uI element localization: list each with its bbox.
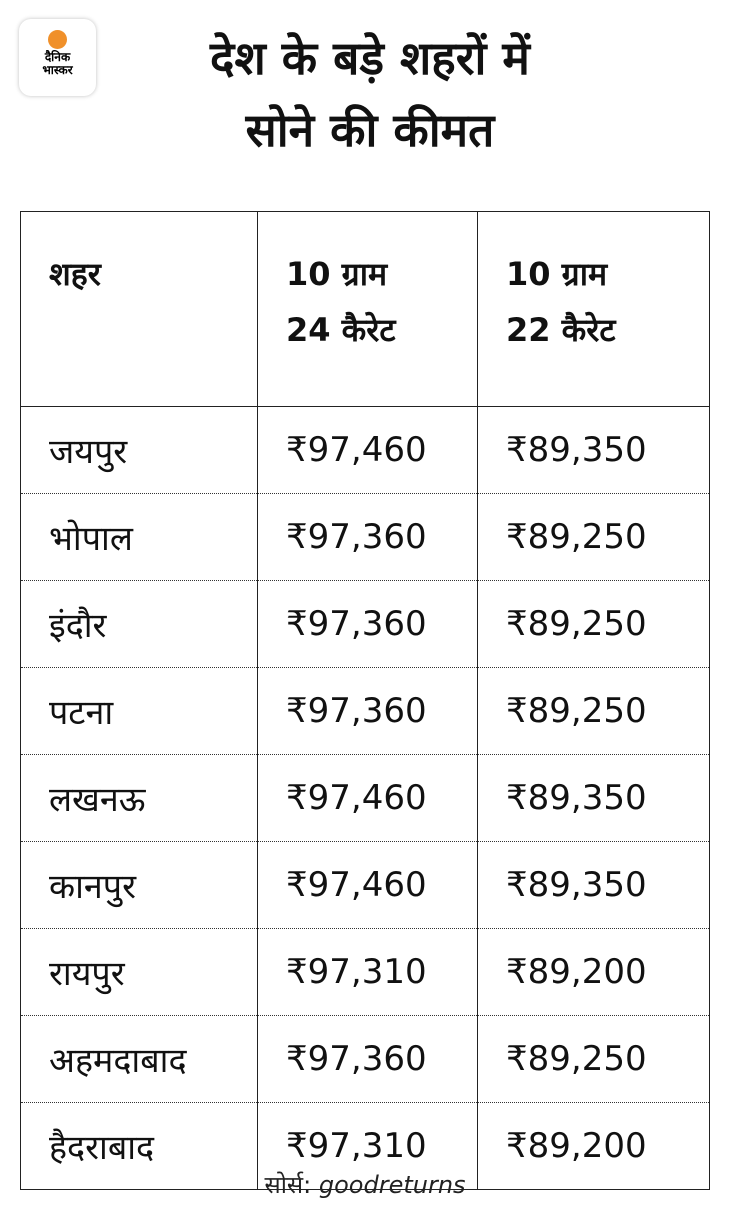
- city-cell: कानपुर: [20, 841, 258, 929]
- city-cell: भोपाल: [20, 493, 258, 581]
- source-label: सोर्स:: [264, 1171, 312, 1199]
- column-header-line1: 10 ग्राम: [286, 255, 388, 293]
- table-row: कानपुर ₹97,460 ₹89,350: [20, 841, 710, 929]
- city-cell: इंदौर: [20, 580, 258, 668]
- title-line2: सोने की कीमत: [245, 103, 495, 157]
- city-cell: पटना: [20, 667, 258, 755]
- column-header: 10 ग्राम 24 कैरेट: [257, 211, 478, 407]
- source-note: सोर्स: goodreturns: [0, 1168, 730, 1201]
- city-cell: रायपुर: [20, 928, 258, 1016]
- table-row: रायपुर ₹97,310 ₹89,200: [20, 928, 710, 1016]
- price-22k-cell: ₹89,350: [477, 406, 710, 494]
- price-24k-cell: ₹97,460: [257, 406, 478, 494]
- city-cell: हैदराबाद: [20, 1102, 258, 1190]
- title-line1: देश के बड़े शहरों में: [210, 31, 530, 85]
- price-24k-cell: ₹97,460: [257, 754, 478, 842]
- column-header-line2: 24 कैरेट: [286, 311, 396, 349]
- price-22k-cell: ₹89,250: [477, 667, 710, 755]
- price-24k-cell: ₹97,360: [257, 667, 478, 755]
- table-header-row: शहर 10 ग्राम 24 कैरेट 10 ग्राम 22 कैरेट: [20, 211, 710, 407]
- price-22k-cell: ₹89,250: [477, 1015, 710, 1103]
- price-24k-cell: ₹97,360: [257, 493, 478, 581]
- table-row: इंदौर ₹97,360 ₹89,250: [20, 580, 710, 668]
- price-24k-cell: ₹97,360: [257, 1015, 478, 1103]
- dainik-bhaskar-logo: दैनिक भास्कर: [19, 19, 96, 96]
- price-22k-cell: ₹89,200: [477, 1102, 710, 1190]
- column-header-line2: 22 कैरेट: [506, 311, 616, 349]
- table-row: पटना ₹97,360 ₹89,250: [20, 667, 710, 755]
- source-value: goodreturns: [318, 1171, 466, 1199]
- column-header: 10 ग्राम 22 कैरेट: [477, 211, 710, 407]
- logo-text-line1: दैनिक: [44, 50, 71, 64]
- table-row: भोपाल ₹97,360 ₹89,250: [20, 493, 710, 581]
- column-header-line1: 10 ग्राम: [506, 255, 608, 293]
- logo-sun-icon: [48, 30, 67, 49]
- table-row: लखनऊ ₹97,460 ₹89,350: [20, 754, 710, 842]
- price-22k-cell: ₹89,250: [477, 493, 710, 581]
- column-header-line1: शहर: [49, 255, 101, 293]
- city-cell: लखनऊ: [20, 754, 258, 842]
- price-22k-cell: ₹89,350: [477, 754, 710, 842]
- price-24k-cell: ₹97,310: [257, 1102, 478, 1190]
- price-22k-cell: ₹89,200: [477, 928, 710, 1016]
- table-row: अहमदाबाद ₹97,360 ₹89,250: [20, 1015, 710, 1103]
- gold-price-table: शहर 10 ग्राम 24 कैरेट 10 ग्राम 22 कैरेट जयपु…: [20, 211, 710, 1190]
- city-cell: अहमदाबाद: [20, 1015, 258, 1103]
- logo-text-line2: भास्कर: [42, 63, 73, 77]
- page-title: देश के बड़े शहरों में सोने की कीमत: [120, 22, 620, 166]
- table-row: जयपुर ₹97,460 ₹89,350: [20, 406, 710, 494]
- column-header: शहर: [20, 211, 258, 407]
- price-24k-cell: ₹97,460: [257, 841, 478, 929]
- city-cell: जयपुर: [20, 406, 258, 494]
- price-22k-cell: ₹89,250: [477, 580, 710, 668]
- price-24k-cell: ₹97,310: [257, 928, 478, 1016]
- price-22k-cell: ₹89,350: [477, 841, 710, 929]
- price-24k-cell: ₹97,360: [257, 580, 478, 668]
- table-row: हैदराबाद ₹97,310 ₹89,200: [20, 1102, 710, 1190]
